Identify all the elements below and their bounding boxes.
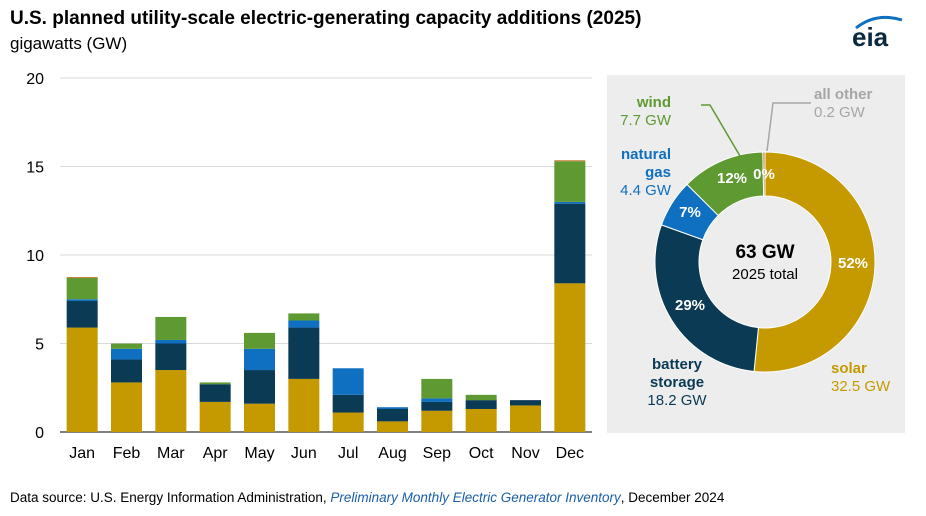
bar-segment-solar bbox=[66, 327, 98, 432]
slice-name-battery_storage: storage bbox=[650, 374, 704, 391]
percent-label-natural_gas: 7% bbox=[679, 204, 701, 221]
bar-segment-solar bbox=[421, 410, 453, 432]
x-tick-label: Nov bbox=[511, 445, 539, 462]
x-tick-label: Oct bbox=[469, 445, 494, 462]
bar-segment-natural_gas bbox=[332, 368, 364, 395]
footer-prefix: Data source: U.S. Energy Information Adm… bbox=[10, 490, 331, 505]
bar-segment-wind bbox=[66, 278, 98, 300]
bar-segment-natural_gas bbox=[111, 348, 142, 360]
all-other-leader-line bbox=[766, 102, 811, 152]
bar-segment-solar bbox=[244, 403, 275, 432]
bar-segment-battery_storage bbox=[288, 327, 320, 379]
percent-label-battery_storage: 29% bbox=[675, 297, 705, 314]
donut-slice-solar bbox=[753, 151, 876, 373]
bar-segment-natural_gas bbox=[244, 348, 275, 371]
donut-slice-battery_storage bbox=[654, 224, 759, 373]
bar-segment-solar bbox=[288, 378, 320, 432]
bar-segment-solar bbox=[510, 405, 541, 432]
slice-value-solar: 32.5 GW bbox=[831, 378, 891, 395]
slice-name-natural_gas: gas bbox=[645, 164, 671, 181]
eia-logo: eia bbox=[846, 12, 910, 57]
bar-segment-battery_storage bbox=[377, 408, 408, 422]
x-tick-label: Apr bbox=[203, 445, 229, 462]
y-tick-label: 20 bbox=[26, 71, 44, 88]
bar-segment-wind bbox=[155, 316, 187, 340]
bar-segment-wind bbox=[288, 313, 320, 321]
bar-segment-solar bbox=[465, 408, 497, 432]
x-tick-label: Aug bbox=[378, 445, 406, 462]
y-tick-label: 10 bbox=[26, 248, 44, 265]
bar-segment-battery_storage bbox=[465, 400, 497, 409]
bar-segment-wind bbox=[244, 332, 275, 349]
x-tick-label: Dec bbox=[556, 445, 584, 462]
percent-label-wind: 12% bbox=[717, 170, 747, 187]
bar-segment-wind bbox=[111, 343, 142, 349]
x-tick-label: Feb bbox=[113, 445, 141, 462]
donut-panel: 52% 29% 7% 12% 0% 63 GW 2025 total solar 32.5 GW… bbox=[607, 75, 905, 433]
bar-segment-natural_gas bbox=[155, 339, 187, 344]
bar-segment-natural_gas bbox=[554, 201, 586, 204]
bar-segment-natural_gas bbox=[377, 407, 408, 409]
slice-name-all_other: all other bbox=[814, 86, 873, 103]
x-tick-label: Jul bbox=[338, 445, 358, 462]
bar-segment-solar bbox=[111, 382, 142, 432]
bar-segment-solar bbox=[377, 421, 408, 432]
bar-segment-all_other bbox=[554, 160, 586, 162]
slice-value-battery_storage: 18.2 GW bbox=[647, 392, 707, 409]
bar-segment-natural_gas bbox=[288, 320, 320, 328]
slice-name-battery_storage: battery bbox=[652, 356, 703, 373]
bar-segment-battery_storage bbox=[155, 343, 187, 371]
bar-segment-all_other bbox=[66, 277, 98, 279]
slice-name-solar: solar bbox=[831, 360, 867, 377]
y-tick-label: 15 bbox=[26, 160, 44, 177]
slice-value-wind: 7.7 GW bbox=[620, 112, 672, 129]
x-tick-label: May bbox=[244, 445, 274, 462]
bar-segment-solar bbox=[554, 283, 586, 432]
bar-segment-natural_gas bbox=[421, 398, 453, 402]
donut-slice-all_other bbox=[762, 151, 766, 197]
x-tick-label: Jan bbox=[69, 445, 95, 462]
slice-name-wind: wind bbox=[636, 94, 671, 111]
x-tick-label: Mar bbox=[157, 445, 185, 462]
bar-segment-solar bbox=[332, 412, 364, 432]
percent-label-all_other: 0% bbox=[753, 166, 775, 183]
bar-segment-solar bbox=[155, 370, 187, 432]
chart-subtitle: gigawatts (GW) bbox=[10, 34, 128, 53]
bar-segment-natural_gas bbox=[66, 299, 98, 302]
bar-segment-battery_storage bbox=[66, 301, 98, 328]
data-source-footer: Data source: U.S. Energy Information Adm… bbox=[10, 490, 724, 505]
bar-segment-battery_storage bbox=[111, 359, 142, 383]
bar-segment-battery_storage bbox=[554, 203, 586, 284]
bar-segment-wind bbox=[554, 161, 586, 202]
bar-segment-wind bbox=[465, 394, 497, 401]
bar-segment-battery_storage bbox=[421, 401, 453, 411]
x-tick-label: Sep bbox=[423, 445, 452, 462]
bar-segment-battery_storage bbox=[332, 394, 364, 413]
percent-label-solar: 52% bbox=[838, 255, 868, 272]
slice-name-natural_gas: natural bbox=[621, 146, 671, 163]
footer-suffix: , December 2024 bbox=[620, 490, 725, 505]
y-tick-label: 0 bbox=[35, 425, 44, 442]
bar-segment-solar bbox=[199, 401, 231, 432]
chart-title: U.S. planned utility-scale electric-gene… bbox=[10, 8, 642, 29]
bar-segment-wind bbox=[421, 378, 453, 399]
bar-segment-wind bbox=[199, 382, 231, 385]
bar-segment-battery_storage bbox=[199, 384, 231, 402]
slice-value-all_other: 0.2 GW bbox=[814, 104, 866, 121]
donut-center-caption: 2025 total bbox=[732, 266, 798, 283]
slice-value-natural_gas: 4.4 GW bbox=[620, 182, 672, 199]
x-tick-label: Jun bbox=[291, 445, 317, 462]
wind-leader-line bbox=[701, 104, 741, 157]
footer-source-title: Preliminary Monthly Electric Generator I… bbox=[330, 490, 621, 505]
bar-segment-battery_storage bbox=[510, 400, 541, 406]
eia-logo-text: eia bbox=[852, 22, 889, 52]
bar-segment-battery_storage bbox=[244, 370, 275, 404]
stacked-bar-chart: 0 5 10 15 20 Jan Feb Mar Apr May Jun Jul Aug Sep Oct No… bbox=[26, 71, 592, 462]
y-tick-label: 5 bbox=[35, 337, 44, 354]
donut-center-value: 63 GW bbox=[735, 242, 794, 263]
